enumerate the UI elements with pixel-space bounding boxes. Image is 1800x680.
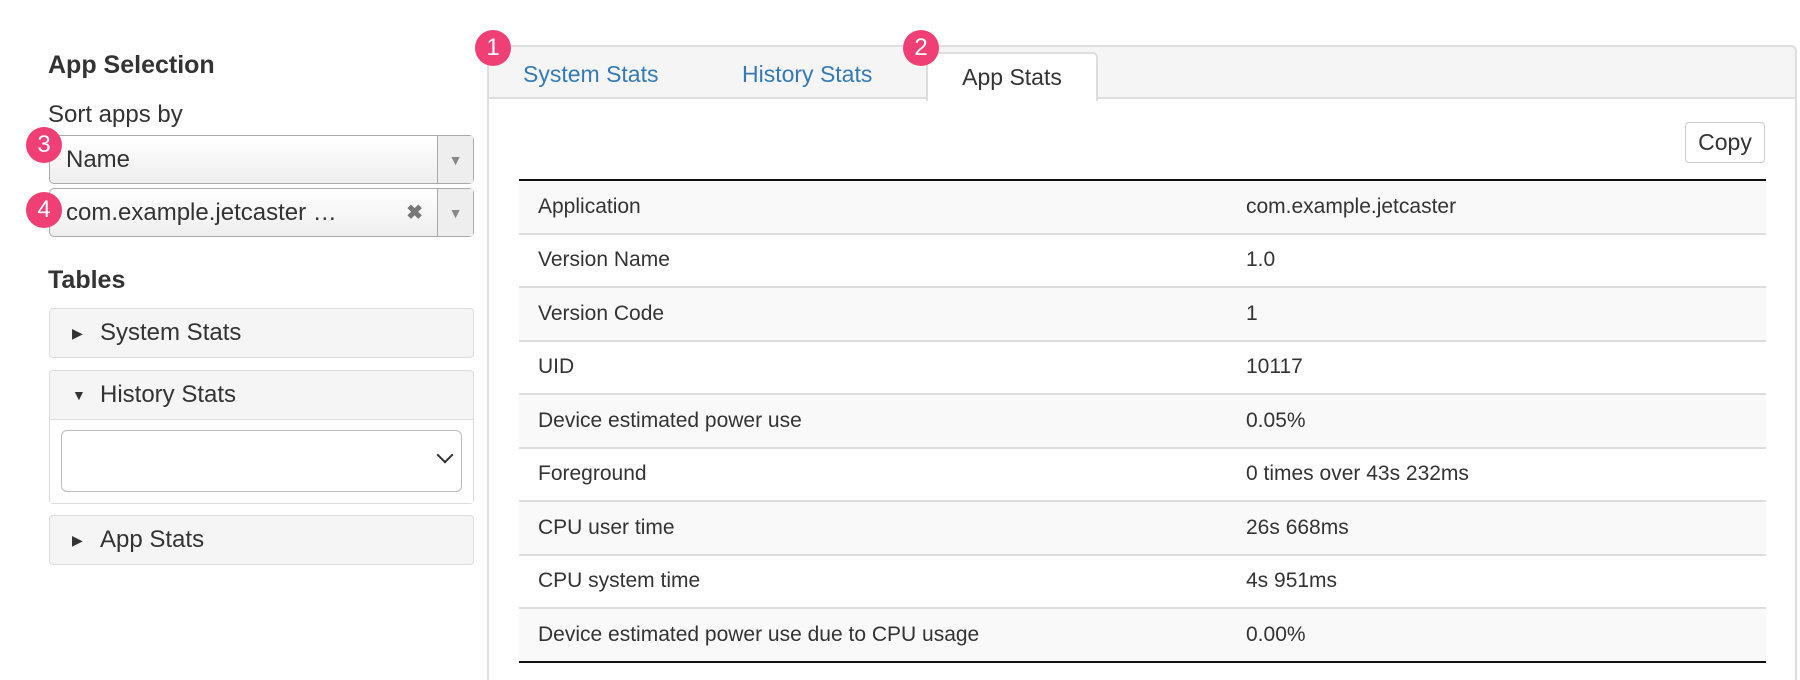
caret-down-icon: ▼: [72, 387, 86, 403]
row-label: Device estimated power use: [519, 393, 1246, 448]
row-label: Foreground: [519, 446, 1246, 501]
row-label: Device estimated power use due to CPU us…: [519, 607, 1246, 662]
row-value: 1: [1246, 286, 1766, 341]
table-row: Application com.example.jetcaster: [519, 180, 1766, 234]
annotation-badge: 2: [903, 30, 939, 66]
history-stats-select[interactable]: [61, 430, 462, 492]
row-value: 26s 668ms: [1246, 500, 1766, 555]
row-value: 10117: [1246, 339, 1766, 394]
sort-apps-label: Sort apps by: [48, 101, 183, 128]
row-label: Version Name: [519, 232, 1246, 287]
content-border: [487, 99, 489, 680]
row-label: CPU user time: [519, 500, 1246, 555]
table-row: UID 10117: [519, 339, 1766, 394]
annotation-badge: 4: [26, 192, 62, 228]
table-row: CPU system time 4s 951ms: [519, 553, 1766, 608]
annotation-badge: 1: [475, 30, 511, 66]
content-border: [1795, 99, 1797, 680]
table-row: Device estimated power use due to CPU us…: [519, 607, 1766, 662]
table-row: Foreground 0 times over 43s 232ms: [519, 446, 1766, 501]
row-value: com.example.jetcaster: [1246, 194, 1457, 218]
caret-right-icon: ▶: [72, 531, 83, 548]
app-select-value: com.example.jetcaster …: [66, 198, 337, 226]
sort-select[interactable]: Name ▼: [49, 135, 474, 184]
panel-system-stats[interactable]: ▶ System Stats: [49, 308, 474, 358]
dropdown-arrow-icon[interactable]: ▼: [437, 189, 473, 236]
panel-label: System Stats: [100, 319, 242, 346]
row-value: 0.00%: [1246, 607, 1766, 662]
table-row: CPU user time 26s 668ms: [519, 500, 1766, 555]
tab-bar: System Stats History Stats App Stats: [487, 45, 1797, 101]
row-value: 0 times over 43s 232ms: [1246, 446, 1766, 501]
row-label: Version Code: [519, 286, 1246, 341]
panel-label: History Stats: [100, 381, 237, 408]
clear-icon[interactable]: ✖: [406, 202, 423, 224]
tables-heading: Tables: [48, 266, 126, 294]
app-select[interactable]: com.example.jetcaster … ✖ ▼: [49, 188, 474, 237]
dropdown-arrow-icon[interactable]: ▼: [437, 136, 473, 183]
panel-app-stats[interactable]: ▶ App Stats: [49, 515, 474, 565]
panel-history-stats[interactable]: ▼ History Stats: [49, 370, 474, 504]
copy-button[interactable]: Copy: [1685, 122, 1765, 163]
sort-select-value: Name: [66, 145, 131, 173]
row-value: 0.05%: [1246, 393, 1766, 448]
row-label: UID: [519, 339, 1246, 394]
row-label: Application: [538, 194, 641, 218]
row-label: CPU system time: [519, 553, 1246, 608]
table-row: Version Code 1: [519, 286, 1766, 341]
app-selection-heading: App Selection: [48, 51, 215, 79]
table-row: Device estimated power use 0.05%: [519, 393, 1766, 448]
row-value: 4s 951ms: [1246, 553, 1766, 608]
row-value: 1.0: [1246, 232, 1766, 287]
app-stats-table: Application com.example.jetcaster Version …: [519, 179, 1766, 663]
annotation-badge: 3: [26, 127, 62, 163]
caret-right-icon: ▶: [72, 324, 83, 341]
chevron-down-icon: [436, 446, 454, 464]
table-row: Version Name 1.0: [519, 232, 1766, 287]
panel-label: App Stats: [100, 526, 205, 553]
tab-app-stats[interactable]: App Stats: [926, 52, 1098, 101]
tab-system-stats[interactable]: System Stats: [523, 61, 659, 87]
tab-history-stats[interactable]: History Stats: [742, 61, 873, 87]
